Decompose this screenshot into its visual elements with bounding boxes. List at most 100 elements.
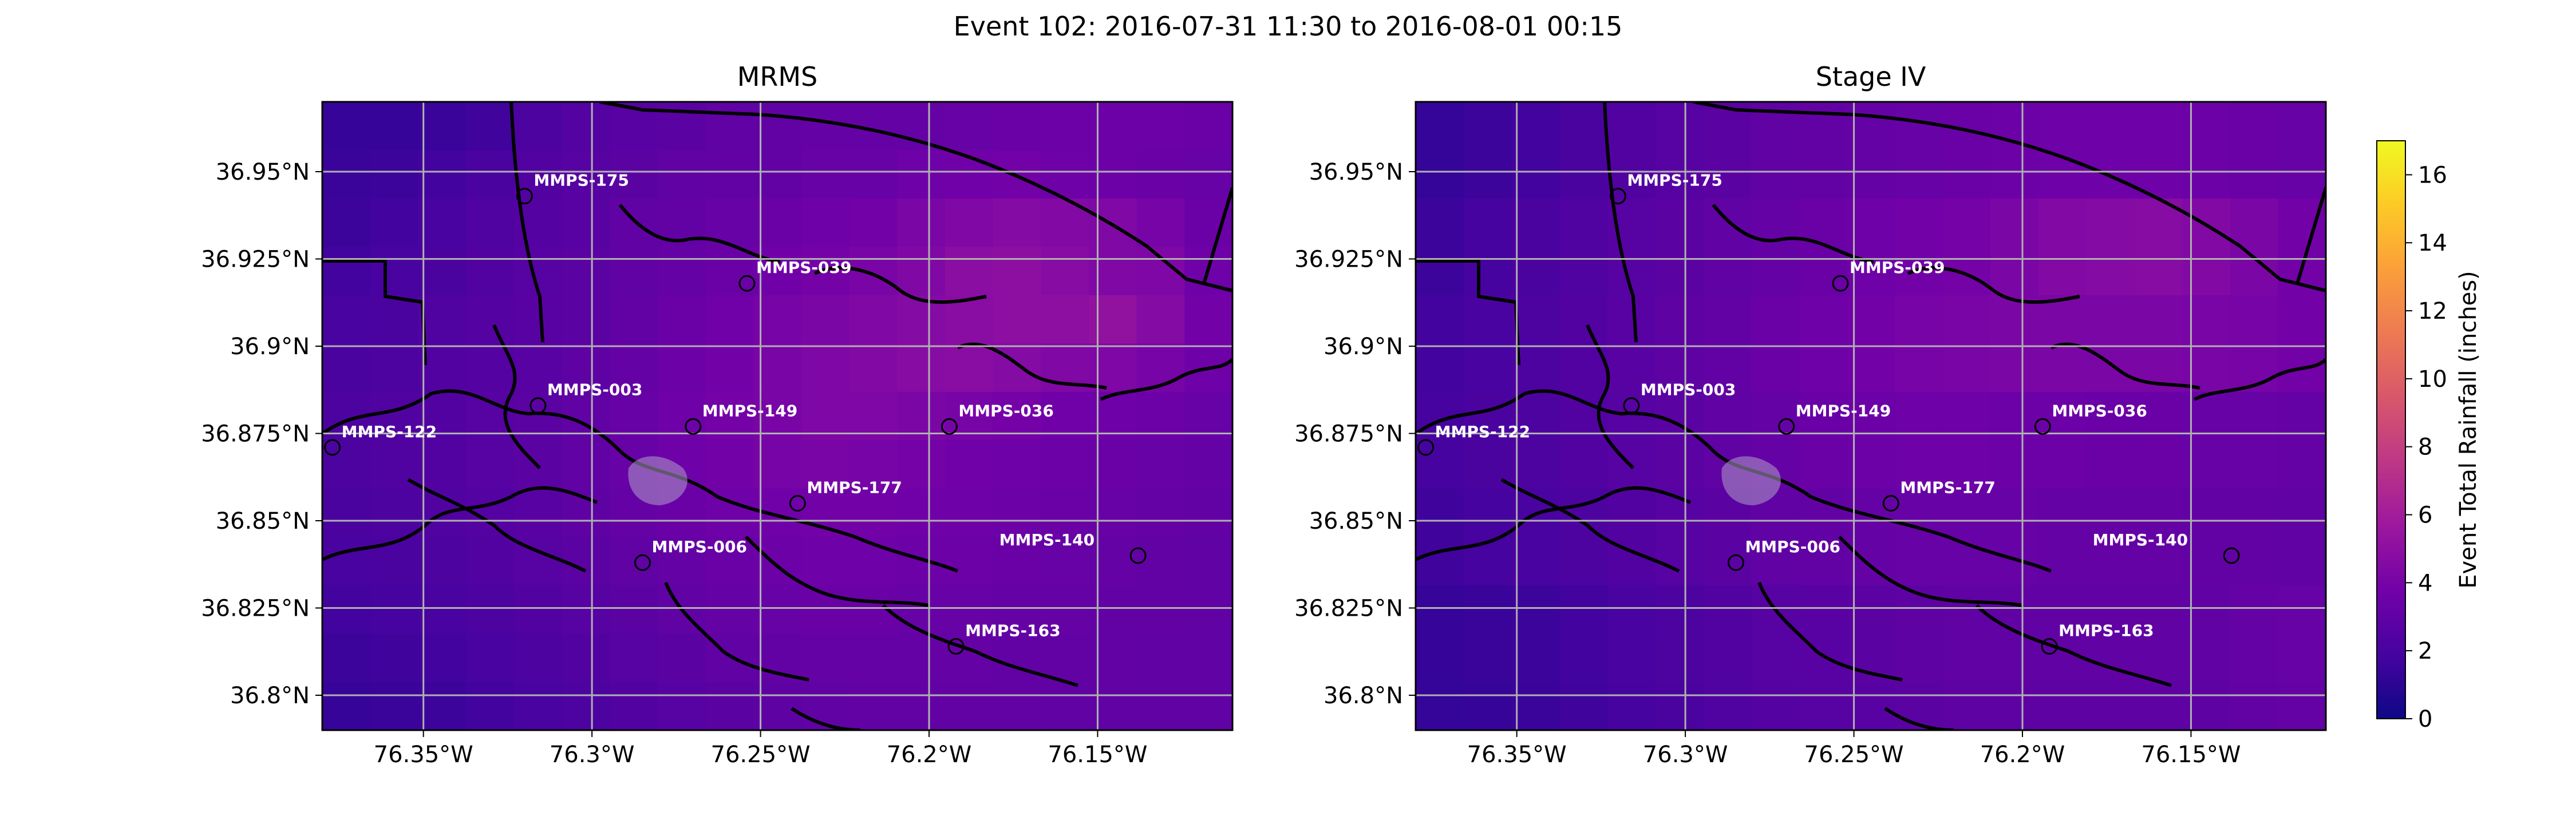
coastline-segment — [813, 266, 987, 304]
station-marker[interactable]: MMPS-149 — [685, 401, 797, 435]
rainfall-cell — [705, 488, 754, 537]
rainfall-cell — [897, 585, 946, 634]
station-circle-icon — [685, 418, 702, 435]
station-marker[interactable]: MMPS-036 — [2034, 401, 2147, 435]
rainfall-cell — [1703, 391, 1752, 441]
rainfall-cell — [1559, 198, 1608, 247]
station-marker[interactable]: MMPS-003 — [530, 381, 642, 414]
station-marker[interactable]: MMPS-140 — [2093, 530, 2240, 564]
rainfall-cell — [2182, 585, 2231, 634]
rainfall-cell — [610, 343, 658, 393]
station-marker[interactable]: MMPS-122 — [324, 422, 437, 456]
rainfall-cell — [2182, 150, 2231, 199]
rainfall-cell — [993, 440, 1041, 489]
colorbar-tick-label: 16 — [2418, 162, 2447, 188]
axes-frame-stageiv — [1415, 101, 2327, 731]
rainfall-cell — [1607, 150, 1656, 199]
rainfall-cell — [1136, 102, 1185, 151]
rainfall-cell — [1416, 682, 1464, 730]
rainfall-cell — [705, 150, 754, 199]
station-label: MMPS-177 — [807, 478, 902, 497]
rainfall-cell — [1703, 295, 1752, 344]
rainfall-cell — [1942, 488, 1991, 537]
rainfall-cell — [753, 295, 802, 344]
station-marker[interactable]: MMPS-039 — [1832, 258, 1945, 292]
rainfall-cell — [562, 585, 610, 634]
x-ticks-stageiv: 76.35°W 76.3°W 76.25°W 76.2°W 76.15°W — [1467, 730, 2241, 768]
station-marker[interactable]: MMPS-039 — [738, 258, 851, 292]
station-label: MMPS-149 — [702, 401, 797, 420]
rainfall-cell — [705, 247, 754, 296]
colorbar-tick-label: 0 — [2418, 706, 2432, 732]
station-marker[interactable]: MMPS-163 — [947, 621, 1061, 655]
rainfall-cell — [466, 295, 515, 344]
station-marker[interactable]: MMPS-163 — [2041, 621, 2154, 655]
station-marker[interactable]: MMPS-177 — [789, 478, 902, 512]
rainfall-cell — [1847, 150, 1895, 199]
y-tick-label: 36.925°N — [1294, 247, 1403, 273]
coastline-segment — [407, 478, 587, 573]
rainfall-cell — [1463, 391, 1512, 441]
rainfall-cell — [2230, 295, 2278, 344]
rainfall-cell — [1041, 295, 1089, 344]
rainfall-cell — [1847, 343, 1895, 393]
x-tick-label: 76.2°W — [887, 742, 972, 768]
station-circle-icon — [516, 188, 533, 205]
rainfall-cell — [1416, 633, 1464, 683]
rainfall-cell — [801, 198, 850, 247]
y-ticks-mrms: 36.95°N 36.925°N 36.9°N 36.875°N 36.85°N 36.8… — [201, 159, 322, 709]
rainfall-cell — [1463, 585, 1512, 634]
rainfall-cell — [1088, 633, 1137, 683]
colorbar-tick-label: 10 — [2418, 366, 2447, 393]
x-tick-label: 76.3°W — [1643, 742, 1728, 768]
rainfall-cell — [466, 150, 515, 199]
rainfall-cell — [370, 537, 418, 586]
station-marker[interactable]: MMPS-177 — [1882, 478, 1996, 512]
y-tick-label: 36.95°N — [1309, 159, 1403, 185]
rainfall-cell — [897, 150, 946, 199]
station-marker[interactable]: MMPS-006 — [634, 537, 747, 571]
rainfall-cell — [1799, 537, 1847, 586]
rainfall-cell — [945, 247, 994, 296]
station-label: MMPS-036 — [2052, 401, 2147, 420]
rainfall-cell — [1416, 488, 1464, 537]
rainfall-cell — [1847, 198, 1895, 247]
station-label: MMPS-163 — [2059, 621, 2154, 640]
rainfall-cell — [2230, 198, 2278, 247]
coastline-segment — [1500, 478, 1680, 573]
station-marker[interactable]: MMPS-003 — [1623, 381, 1736, 414]
rainfall-cell — [370, 585, 418, 634]
rainfall-cell — [562, 295, 610, 344]
station-marker[interactable]: MMPS-036 — [941, 401, 1054, 435]
rainfall-cell — [705, 537, 754, 586]
rainfall-cell — [993, 537, 1041, 586]
station-marker[interactable]: MMPS-122 — [1417, 422, 1530, 456]
station-circle-icon — [1129, 547, 1147, 564]
rainfall-cell — [1990, 247, 2039, 296]
rainfall-cell — [1559, 440, 1608, 489]
rainfall-cell — [370, 295, 418, 344]
rainfall-cell — [1799, 682, 1847, 730]
rainfall-cell — [2134, 585, 2183, 634]
station-marker[interactable]: MMPS-006 — [1727, 537, 1840, 571]
rainfall-cell — [1511, 198, 1560, 247]
rainfall-cell — [1559, 295, 1608, 344]
station-marker[interactable]: MMPS-149 — [1778, 401, 1891, 435]
rainfall-cell — [2086, 102, 2135, 151]
rainfall-cell — [1088, 585, 1137, 634]
rainfall-cell — [1041, 102, 1089, 151]
rainfall-cell — [1607, 102, 1656, 151]
coastline-segment — [2050, 342, 2200, 390]
station-marker[interactable]: MMPS-175 — [516, 171, 629, 205]
station-marker[interactable]: MMPS-175 — [1609, 171, 1722, 205]
station-label: MMPS-122 — [342, 422, 437, 441]
station-marker[interactable]: MMPS-140 — [999, 530, 1147, 564]
rainfall-cell — [1751, 247, 1800, 296]
rainfall-cell — [1990, 391, 2039, 441]
rainfall-cell — [657, 295, 706, 344]
coastline-segment — [618, 204, 781, 264]
station-label: MMPS-163 — [965, 621, 1060, 640]
rainfall-cell — [1136, 633, 1185, 683]
rainfall-cell — [418, 295, 467, 344]
